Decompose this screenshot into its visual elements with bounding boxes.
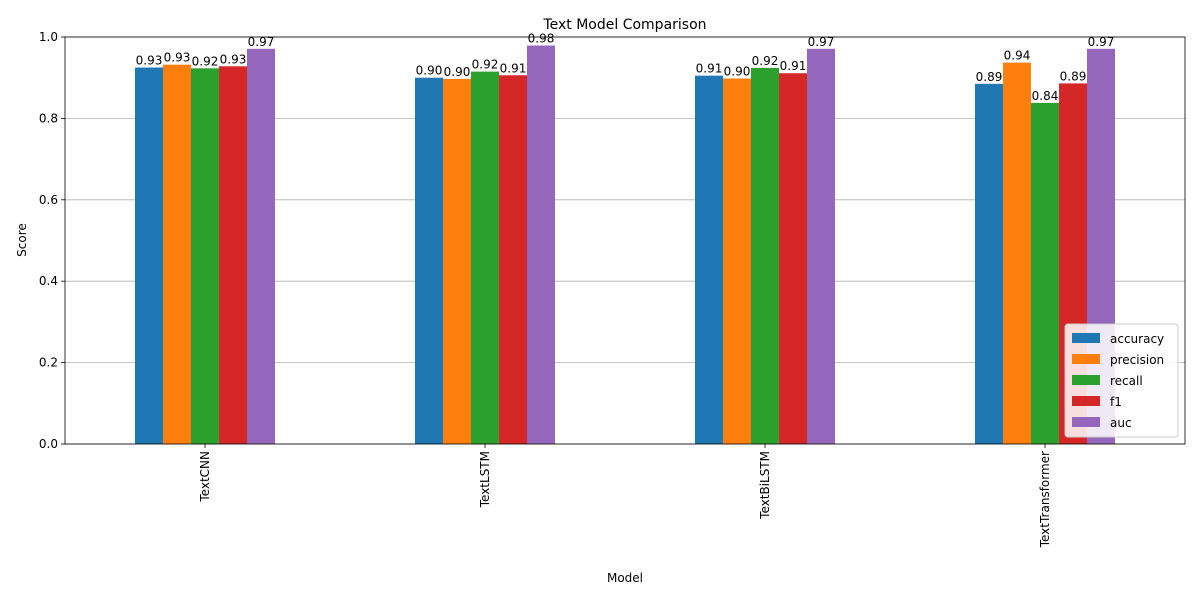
data-label-f1: 0.89 — [1060, 69, 1087, 83]
bar-recall-texttransformer — [1031, 102, 1059, 445]
data-label-f1: 0.93 — [220, 52, 247, 66]
x-axis-title: Model — [607, 571, 643, 585]
legend-label-auc: auc — [1110, 416, 1132, 430]
bar-recall-textcnn — [191, 68, 219, 445]
bar-precision-textlstm — [443, 78, 471, 445]
bar-accuracy-texttransformer — [975, 83, 1003, 445]
legend-label-accuracy: accuracy — [1110, 332, 1164, 346]
bar-recall-textlstm — [471, 71, 499, 444]
data-label-recall: 0.92 — [192, 54, 219, 68]
data-label-recall: 0.92 — [752, 54, 779, 68]
legend-swatch-recall — [1072, 375, 1100, 385]
bar-recall-textbilstm — [751, 67, 779, 444]
y-tick-label: 0.0 — [39, 437, 58, 451]
y-tick-label: 0.8 — [39, 111, 58, 125]
bar-auc-textbilstm — [807, 48, 835, 444]
legend-box — [1064, 323, 1179, 438]
legend-label-f1: f1 — [1110, 395, 1122, 409]
data-label-accuracy: 0.89 — [976, 70, 1003, 84]
data-label-f1: 0.91 — [780, 59, 807, 73]
bar-accuracy-textlstm — [415, 77, 443, 444]
y-axis-title: Score — [15, 223, 29, 257]
data-label-precision: 0.90 — [724, 65, 751, 79]
bar-precision-textbilstm — [723, 78, 751, 444]
bar-precision-textcnn — [163, 64, 191, 445]
x-tick-label: TextLSTM — [478, 451, 492, 508]
axes: 0.0 0.2 0.4 0.6 0.8 1.0 TextCNN TextLSTM TextBiL… — [39, 30, 1186, 548]
data-label-precision: 0.93 — [164, 51, 191, 65]
data-label-auc: 0.98 — [528, 32, 555, 46]
bar-precision-texttransformer — [1003, 62, 1031, 445]
bar-f1-textlstm — [499, 75, 527, 445]
data-label-recall: 0.84 — [1032, 89, 1059, 103]
legend: accuracy precision recall f1 auc — [1064, 323, 1179, 438]
x-tick-label: TextBiLSTM — [758, 451, 772, 520]
bar-f1-textbilstm — [779, 73, 807, 445]
data-label-auc: 0.97 — [248, 35, 275, 49]
data-label-precision: 0.94 — [1004, 49, 1031, 63]
chart-title: Text Model Comparison — [542, 17, 706, 33]
x-tick-label: TextTransformer — [1038, 451, 1052, 548]
bar-accuracy-textbilstm — [695, 75, 723, 444]
data-labels: 0.93 0.93 0.92 0.930.970.90 0.900.92 0.910.98… — [136, 32, 1115, 103]
y-tick-label: 0.2 — [39, 356, 58, 370]
legend-label-precision: precision — [1110, 353, 1164, 367]
x-tick-label: TextCNN — [198, 451, 212, 503]
data-label-accuracy: 0.91 — [696, 62, 723, 76]
bar-f1-textcnn — [219, 66, 247, 444]
bars — [135, 45, 1115, 445]
data-label-auc: 0.97 — [808, 35, 835, 49]
legend-swatch-precision — [1072, 354, 1100, 364]
data-label-recall: 0.92 — [472, 58, 499, 72]
bar-auc-textlstm — [527, 45, 555, 445]
data-label-accuracy: 0.90 — [416, 64, 443, 78]
data-label-f1: 0.91 — [500, 61, 527, 75]
plot-frame — [64, 36, 1186, 445]
data-label-auc: 0.97 — [1088, 35, 1115, 49]
y-tick-label: 1.0 — [39, 30, 58, 44]
bar-auc-textcnn — [247, 48, 275, 444]
legend-swatch-f1 — [1072, 396, 1100, 406]
legend-label-recall: recall — [1110, 374, 1143, 388]
y-tick-label: 0.4 — [39, 274, 58, 288]
data-label-accuracy: 0.93 — [136, 54, 163, 68]
data-label-precision: 0.90 — [444, 65, 471, 79]
bar-accuracy-textcnn — [135, 67, 163, 445]
y-tick-label: 0.6 — [39, 193, 58, 207]
legend-swatch-accuracy — [1072, 333, 1100, 343]
legend-swatch-auc — [1072, 417, 1100, 427]
